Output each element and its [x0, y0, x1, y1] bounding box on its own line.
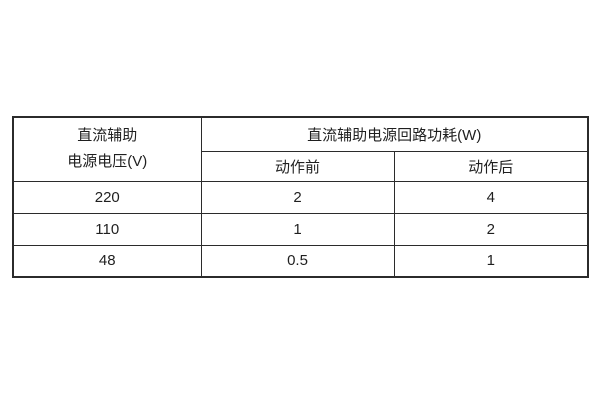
table-header-row-1: 直流辅助 电源电压(V) 直流辅助电源回路功耗(W) — [12, 116, 589, 182]
voltage-value: 220 — [12, 180, 202, 214]
power-consumption-group-header: 直流辅助电源回路功耗(W) — [200, 116, 589, 152]
after-action-value: 2 — [393, 212, 589, 246]
voltage-value: 110 — [12, 212, 202, 246]
voltage-header-line2: 电源电压(V) — [67, 153, 148, 171]
power-consumption-table: 直流辅助 电源电压(V) 直流辅助电源回路功耗(W) 动作前 动作后 220 2… — [12, 116, 589, 278]
table-row-110v: 110 1 2 — [12, 212, 589, 246]
voltage-header-line1: 直流辅助 — [77, 127, 138, 145]
after-action-value: 1 — [393, 244, 589, 278]
before-action-header: 动作前 — [200, 150, 395, 182]
table-row-48v: 48 0.5 1 — [12, 244, 589, 278]
after-action-header: 动作后 — [393, 150, 589, 182]
before-action-value: 1 — [200, 212, 395, 246]
voltage-value: 48 — [12, 244, 202, 278]
after-action-value: 4 — [393, 180, 589, 214]
voltage-column-header: 直流辅助 电源电压(V) — [12, 116, 202, 182]
before-action-value: 2 — [200, 180, 395, 214]
before-action-value: 0.5 — [200, 244, 395, 278]
table-header-row-2: 动作前 动作后 — [13, 150, 589, 182]
table-row-220v: 220 2 4 — [12, 180, 589, 214]
